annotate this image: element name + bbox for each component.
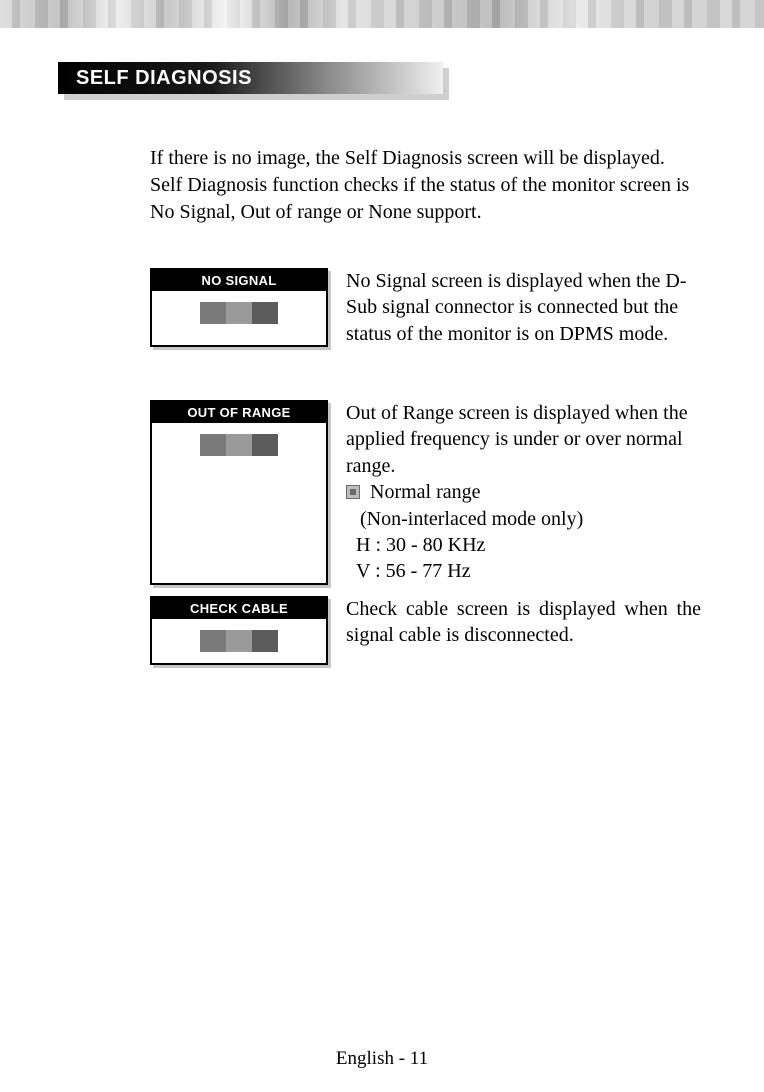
normal-range-sub: (Non-interlaced mode only) <box>360 506 701 532</box>
diagnosis-item-out-of-range: OUT OF RANGE Out of Range screen is disp… <box>150 400 701 585</box>
color-bar-green-icon <box>226 434 252 456</box>
diag-box-body <box>152 291 326 335</box>
h-range: H : 30 - 80 KHz <box>356 532 701 558</box>
color-bar-blue-icon <box>252 630 278 652</box>
color-bar-green-icon <box>226 302 252 324</box>
normal-range-bullet-line: Normal range <box>346 479 701 505</box>
diag-box-title: OUT OF RANGE <box>152 402 326 423</box>
out-of-range-main: Out of Range screen is displayed when th… <box>346 400 701 479</box>
diagnosis-item-check-cable: CHECK CABLE Check cable screen is displa… <box>150 596 701 665</box>
diag-description: No Signal screen is displayed when the D… <box>346 268 701 347</box>
color-bar-green-icon <box>226 630 252 652</box>
section-heading: SELF DIAGNOSIS <box>58 62 443 94</box>
diag-box-title: NO SIGNAL <box>152 270 326 291</box>
diag-box-title: CHECK CABLE <box>152 598 326 619</box>
section-heading-wrap: SELF DIAGNOSIS <box>58 62 443 94</box>
normal-range-label: Normal range <box>370 479 481 505</box>
bullet-icon <box>346 485 360 499</box>
diag-box-check-cable: CHECK CABLE <box>150 596 328 665</box>
diag-description: Out of Range screen is displayed when th… <box>346 400 701 585</box>
v-range: V : 56 - 77 Hz <box>356 558 701 584</box>
diag-box-body <box>152 619 326 663</box>
color-bar-red-icon <box>200 434 226 456</box>
diag-box-out-of-range: OUT OF RANGE <box>150 400 328 585</box>
page-footer: English - 11 <box>0 1048 764 1070</box>
color-bar-red-icon <box>200 302 226 324</box>
diag-box-body <box>152 423 326 467</box>
color-bar-blue-icon <box>252 302 278 324</box>
color-bar-blue-icon <box>252 434 278 456</box>
diag-box-no-signal: NO SIGNAL <box>150 268 328 347</box>
diag-description: Check cable screen is displayed when the… <box>346 596 701 665</box>
color-bar-red-icon <box>200 630 226 652</box>
decorative-top-banner <box>0 0 764 28</box>
intro-paragraph: If there is no image, the Self Diagnosis… <box>150 145 690 226</box>
diagnosis-item-no-signal: NO SIGNAL No Signal screen is displayed … <box>150 268 701 347</box>
